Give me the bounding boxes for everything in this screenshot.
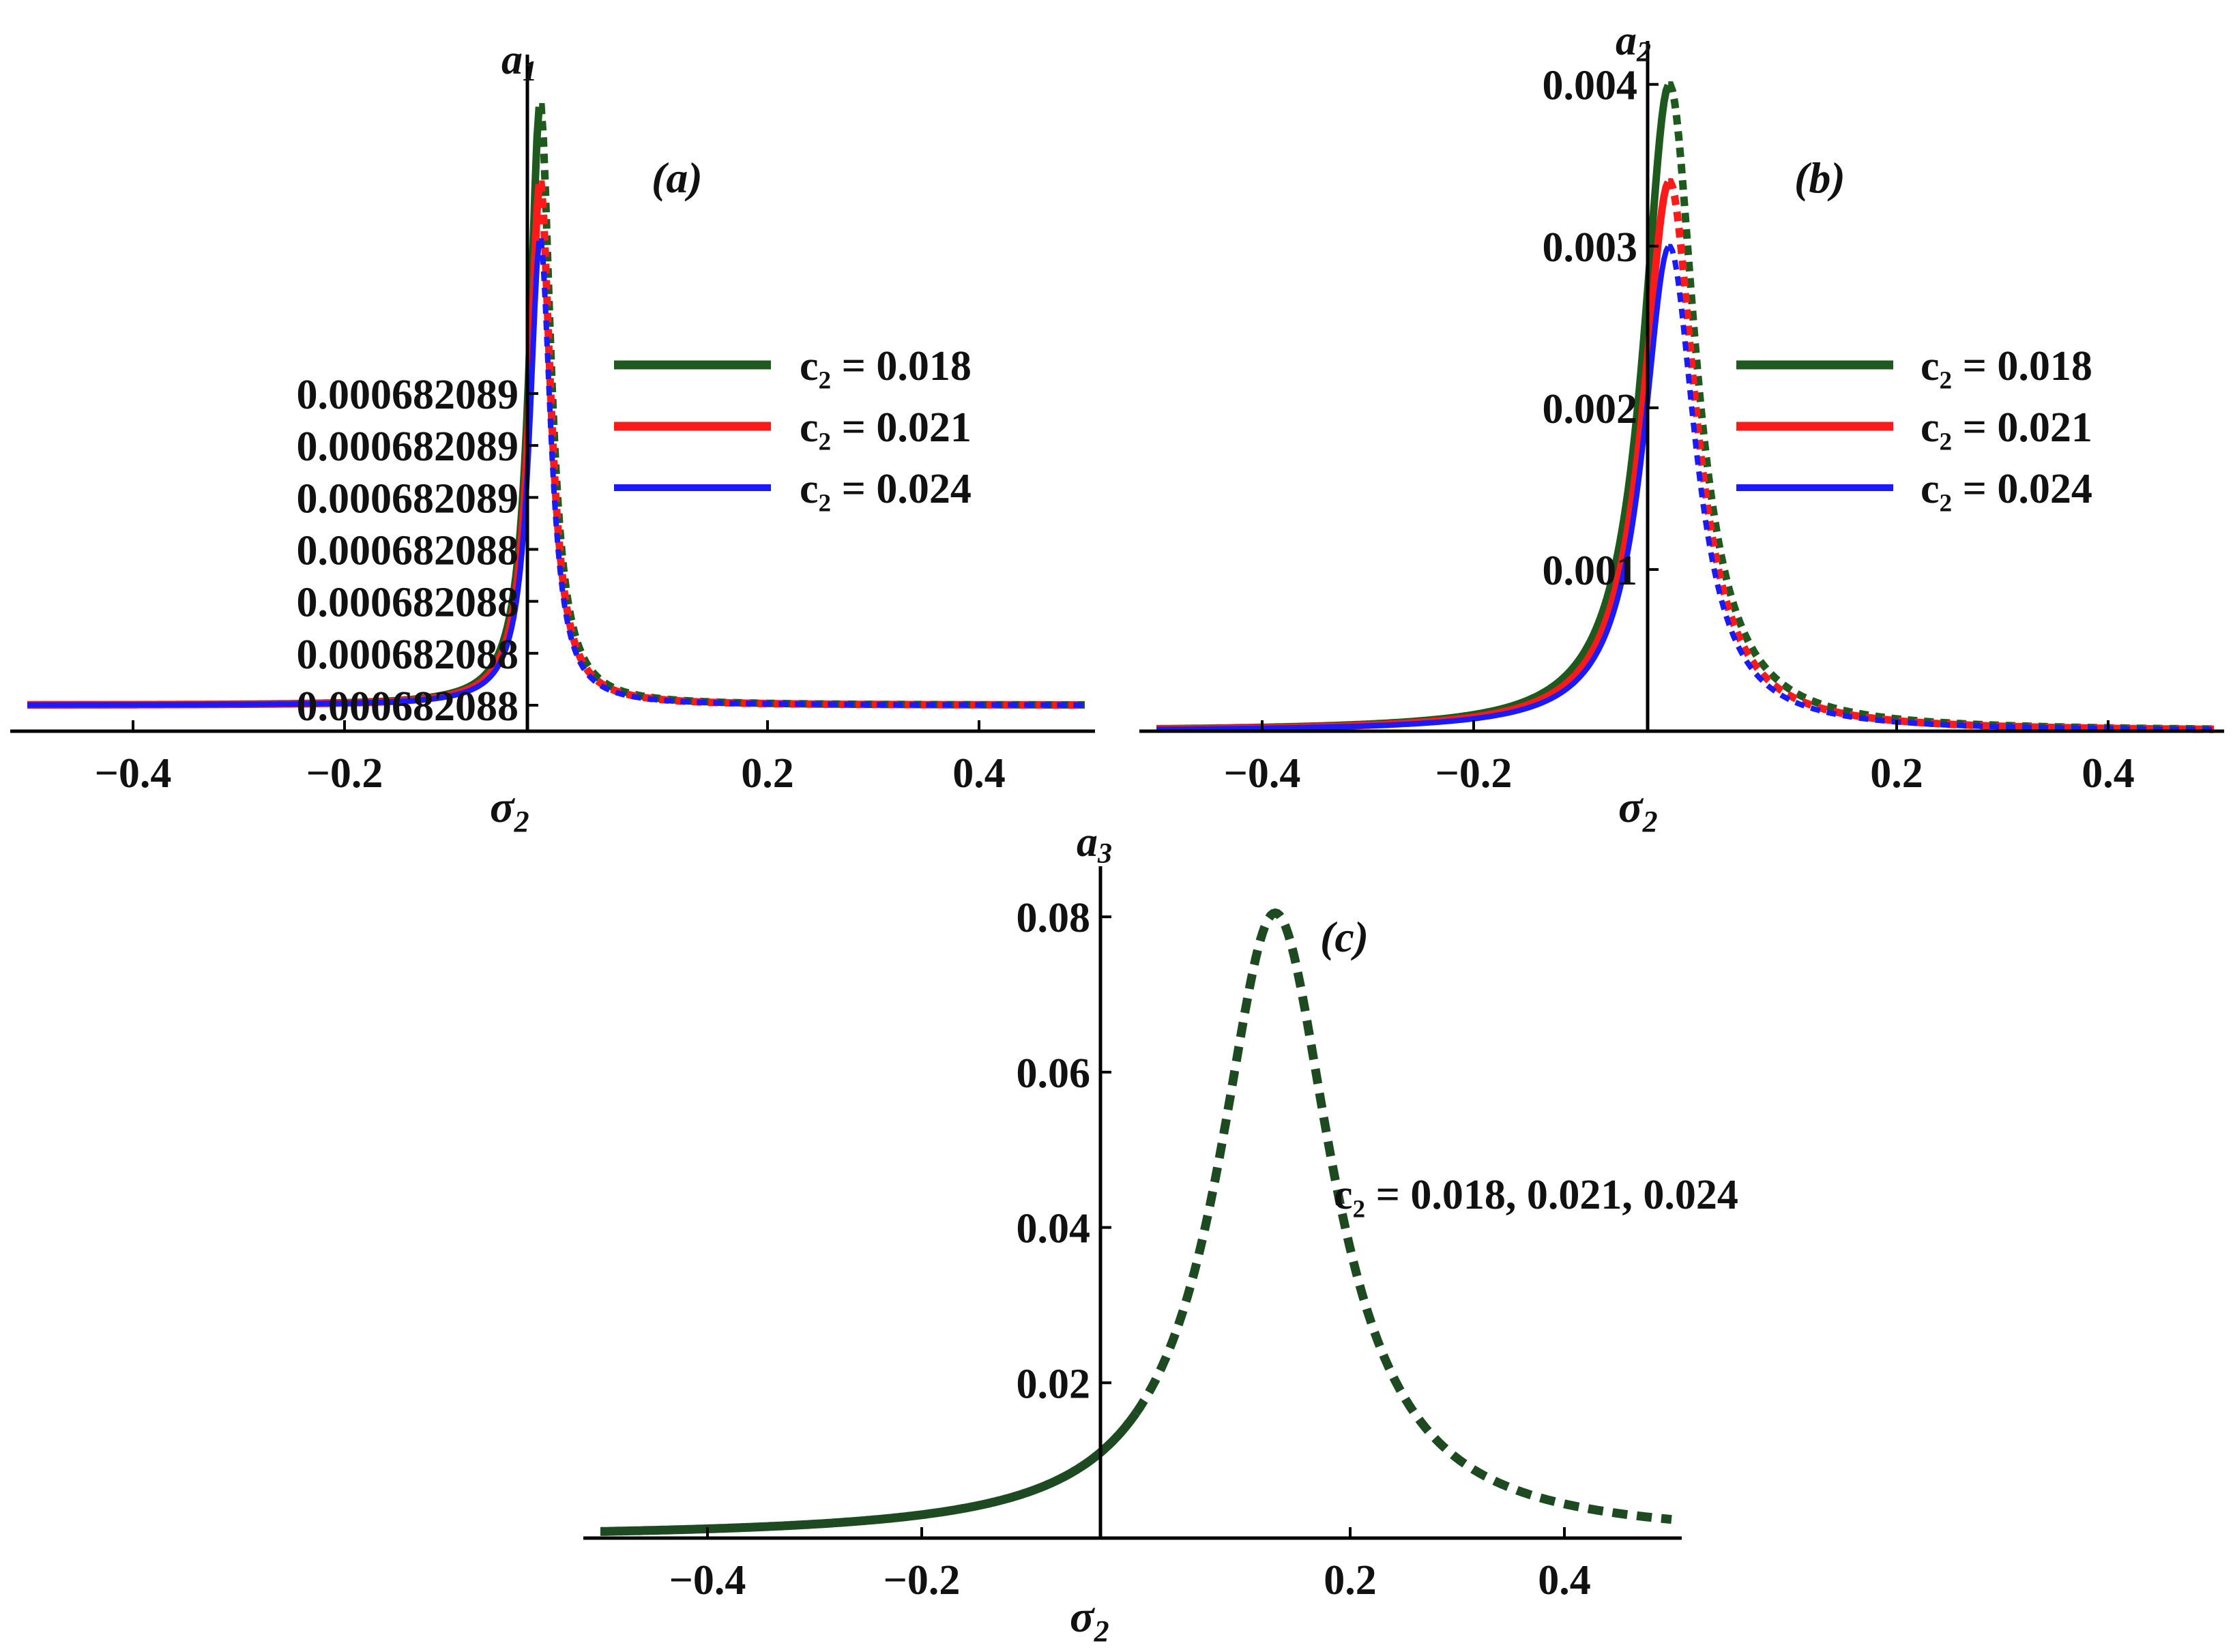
panel-a-legend: c₂ = 0.018 c₂ = 0.021 c₂ = 0.024 [614, 343, 972, 512]
legend-label-1: c₂ = 0.018 [800, 343, 972, 389]
legend-label-3: c₂ = 0.024 [1921, 466, 2092, 512]
series-line-dashed-3 [538, 238, 1085, 708]
panel-c: −0.4 −0.2 0.2 0.4 0.02 0.04 0.06 0.08 a3 σ2 (c)… [583, 819, 1738, 1648]
series-line-dashed-2 [1667, 178, 2214, 733]
panel-b-label: (b) [1794, 153, 1845, 202]
series-line-dashed-3 [1667, 244, 2214, 733]
panel-c-annotation: c₂ = 0.018, 0.021, 0.024 [1334, 1172, 1738, 1218]
x-tick-label: −0.4 [669, 1557, 746, 1604]
y-tick-label: 0.000682089 [297, 475, 519, 522]
x-tick-label: 0.4 [2082, 750, 2135, 797]
x-tick-label: 0.2 [1324, 1557, 1377, 1604]
panel-b-series [1154, 81, 2214, 733]
panel-b-legend: c₂ = 0.018 c₂ = 0.021 c₂ = 0.024 [1736, 343, 2092, 512]
panel-a-ticks: −0.4 −0.2 0.2 0.4 0.000682088 0.000682088 0.00… [95, 372, 1006, 797]
panel-c-ticks: −0.4 −0.2 0.2 0.4 0.02 0.04 0.06 0.08 [669, 895, 1591, 1604]
panel-c-label: (c) [1320, 913, 1369, 961]
legend-label-1: c₂ = 0.018 [1921, 343, 2092, 389]
legend-label-2: c₂ = 0.021 [1921, 404, 2092, 451]
y-tick-label: 0.000682089 [297, 372, 519, 418]
panel-c-series [598, 908, 1672, 1536]
panel-b-ylabel: a2 [1616, 18, 1651, 68]
panel-c-xlabel: σ2 [1070, 1592, 1109, 1648]
legend-label-2: c₂ = 0.021 [800, 404, 972, 451]
y-tick-label: 0.003 [1543, 224, 1638, 271]
panel-a-xlabel: σ2 [490, 782, 529, 838]
x-tick-label: 0.2 [1870, 750, 1923, 797]
x-tick-label: −0.2 [884, 1557, 961, 1604]
y-tick-label: 0.02 [1017, 1361, 1091, 1407]
y-tick-label: 0.000682088 [297, 683, 519, 730]
series-line-solid-1 [598, 1410, 1140, 1536]
x-tick-label: −0.2 [1435, 750, 1513, 797]
y-tick-label: 0.000682088 [297, 580, 519, 626]
x-tick-label: 0.2 [741, 750, 794, 797]
series-line-solid-3 [1156, 245, 1671, 733]
legend-label-3: c₂ = 0.024 [800, 466, 972, 512]
panel-a: −0.4 −0.2 0.2 0.4 0.000682088 0.000682088 0.00… [10, 37, 1095, 838]
panel-a-label: (a) [652, 153, 703, 202]
series-line-solid-3 [27, 240, 542, 708]
x-tick-label: 0.4 [952, 750, 1006, 797]
series-line-dashed-1 [1132, 908, 1672, 1524]
y-tick-label: 0.001 [1543, 548, 1638, 594]
panel-b-ticks: −0.4 −0.2 0.2 0.4 0.001 0.002 0.003 0.004 [1224, 63, 2135, 797]
y-tick-label: 0.08 [1017, 895, 1091, 941]
y-tick-label: 0.002 [1543, 386, 1638, 432]
x-tick-label: 0.4 [1538, 1557, 1591, 1604]
x-tick-label: −0.2 [306, 750, 383, 797]
x-tick-label: −0.4 [95, 750, 172, 797]
y-tick-label: 0.004 [1543, 63, 1638, 109]
y-tick-label: 0.000682088 [297, 527, 519, 574]
panel-b-xlabel: σ2 [1618, 782, 1658, 838]
y-tick-label: 0.000682089 [297, 424, 519, 470]
y-tick-label: 0.000682088 [297, 632, 519, 678]
x-tick-label: −0.4 [1224, 750, 1301, 797]
panel-b: −0.4 −0.2 0.2 0.4 0.001 0.002 0.003 0.004 a2 σ2… [1139, 18, 2224, 838]
panel-a-ylabel: a1 [501, 37, 537, 87]
panel-a-series [25, 103, 1085, 709]
y-tick-label: 0.06 [1017, 1050, 1091, 1097]
panel-c-ylabel: a3 [1077, 819, 1112, 870]
y-tick-label: 0.04 [1017, 1206, 1091, 1252]
